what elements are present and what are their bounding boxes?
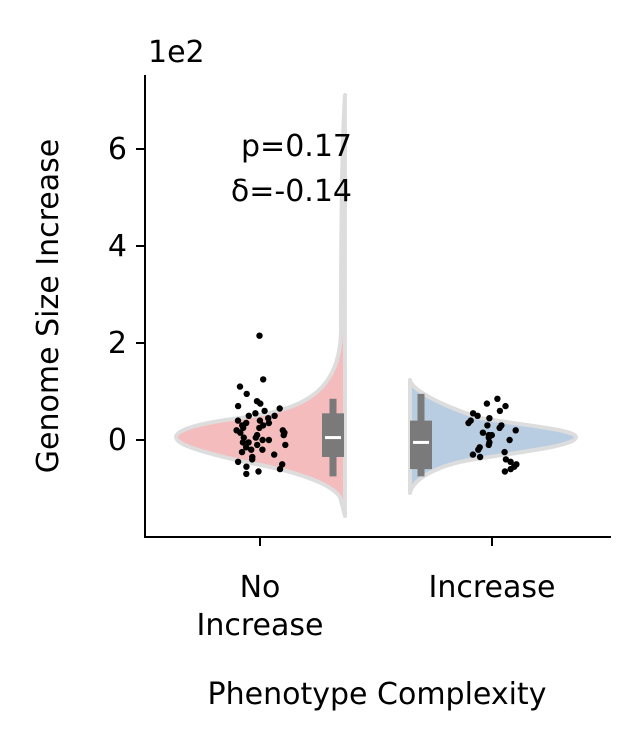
data-point [496,424,503,432]
violin-layer [174,93,578,518]
data-point [483,400,491,407]
x-ticks: No Increase Increase [197,537,556,643]
data-point [465,419,472,427]
data-point [485,434,492,441]
data-point [243,463,250,470]
data-point [486,415,493,422]
data-point [507,465,514,473]
data-point [512,427,519,434]
x-axis-label: Phenotype Complexity [208,677,547,712]
y-ticks: 0 2 4 6 [108,132,145,458]
data-point [252,410,259,417]
data-point [243,470,250,478]
data-point [255,468,262,475]
y-axis-label: Genome Size Increase [31,139,66,473]
data-point [260,376,267,383]
data-point [496,407,504,415]
delta-annotation: δ=-0.14 [231,174,352,209]
x-tick-label: Increase [429,570,556,605]
data-point [271,412,278,419]
data-point [502,402,509,410]
data-point [507,458,514,465]
data-point [237,429,244,436]
y-tick-label: 6 [108,132,127,167]
data-point [242,444,250,451]
data-point [245,439,252,446]
y-tick-label: 2 [108,326,127,361]
x-tick-label: No Increase [197,570,324,643]
data-point [256,424,263,432]
data-point [479,429,487,436]
data-point [261,407,268,415]
data-point [276,465,284,473]
y-tick-label: 0 [108,423,127,458]
y-tick-label: 4 [108,229,127,264]
points-layer [233,332,520,478]
data-point [240,424,247,432]
data-point [239,439,247,446]
data-point [265,419,273,427]
data-point [243,390,250,398]
data-point [249,456,256,463]
data-point [248,446,255,453]
data-point [484,422,491,429]
data-point [276,405,283,412]
violin-density [174,93,347,518]
data-point [271,451,278,458]
data-point [234,402,242,410]
data-point [282,441,289,449]
data-point [506,436,513,444]
data-point [252,434,259,441]
data-point [501,448,508,456]
data-point [245,412,252,419]
box-iqr [322,413,344,457]
data-point [259,446,266,453]
data-point [502,456,510,463]
data-point [501,468,509,475]
data-point [475,446,482,453]
box-iqr [410,420,432,470]
data-point [265,415,272,422]
data-point [280,431,287,439]
data-point [485,441,492,449]
data-point [256,417,264,424]
data-point [259,436,266,444]
data-point [279,461,286,468]
data-point [240,434,247,441]
data-point [257,400,264,407]
data-point [474,412,481,419]
p-value-annotation: p=0.17 [241,129,352,164]
data-point [238,448,246,456]
data-point [494,395,501,402]
data-point [254,441,261,449]
data-point [476,453,484,461]
box-layer [322,393,432,477]
data-point [234,417,242,424]
data-point [236,383,244,390]
data-point [469,451,477,458]
data-point [265,436,273,444]
y-offset-label: 1e2 [148,35,205,70]
data-point [234,458,242,465]
data-point [256,332,263,339]
